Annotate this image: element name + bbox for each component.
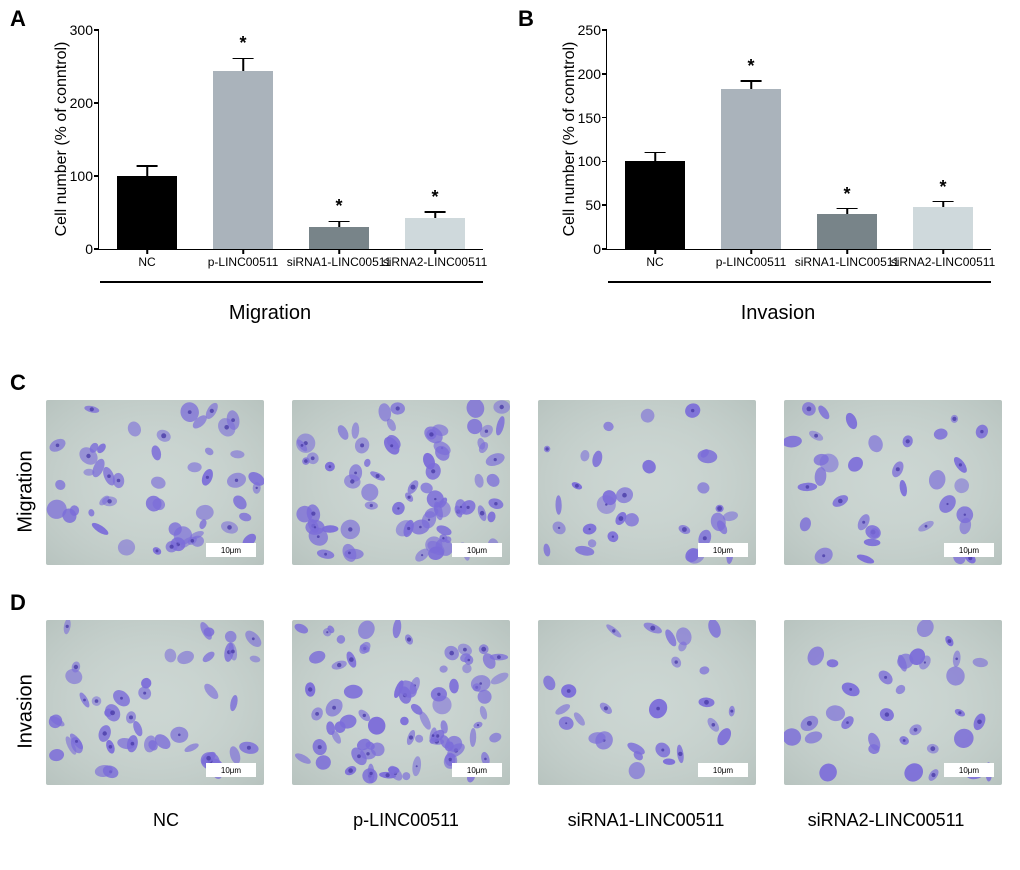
y-tick-label: 0 <box>85 242 99 256</box>
scale-bar: 10μm <box>452 543 502 557</box>
scale-bar: 10μm <box>206 763 256 777</box>
y-tick-label: 200 <box>70 96 99 110</box>
error-bar <box>146 166 148 176</box>
bar <box>405 218 465 249</box>
scale-bar: 10μm <box>698 543 748 557</box>
error-bar <box>654 153 656 162</box>
chart-migration: Cell number (% of conntrol) 0100200300NC… <box>40 20 500 340</box>
scale-bar: 10μm <box>944 543 994 557</box>
col-label: siRNA1-LINC00511 <box>526 810 766 831</box>
scale-bar: 10μm <box>698 763 748 777</box>
error-bar-cap <box>933 201 954 203</box>
y-tick-label: 0 <box>593 242 607 256</box>
significance-marker: * <box>939 177 946 198</box>
error-bar-cap <box>837 208 858 210</box>
panel-label-a: A <box>10 6 26 32</box>
y-tick-label: 300 <box>70 23 99 37</box>
microscopy-image: 10μm <box>46 620 264 785</box>
error-bar-cap <box>137 165 158 167</box>
x-category-label: p-LINC00511 <box>716 249 787 269</box>
error-bar-cap <box>329 221 350 223</box>
bar <box>913 207 973 249</box>
y-tick-label: 100 <box>70 169 99 183</box>
bar <box>309 227 369 249</box>
y-tick-label: 100 <box>578 154 607 168</box>
chart-a-underline <box>100 281 483 283</box>
y-tick-label: 200 <box>578 67 607 81</box>
bar <box>117 176 177 249</box>
chart-b-title: Invasion <box>548 302 1008 325</box>
x-category-label: siRNA2-LINC00511 <box>891 249 996 269</box>
error-bar-cap <box>645 152 666 154</box>
y-tick-label: 150 <box>578 111 607 125</box>
error-bar <box>750 81 752 89</box>
bar <box>625 161 685 249</box>
y-tick-label: 250 <box>578 23 607 37</box>
x-category-label: siRNA2-LINC00511 <box>383 249 488 269</box>
panel-label-b: B <box>518 6 534 32</box>
microscopy-row-migration: 10μm 10μm 10μm 10μm <box>46 400 1002 565</box>
significance-marker: * <box>431 187 438 208</box>
chart-b-plot: 050100150200250NC*p-LINC00511*siRNA1-LIN… <box>606 30 991 250</box>
microscopy-image: 10μm <box>784 400 1002 565</box>
scale-bar: 10μm <box>452 763 502 777</box>
panel-label-c: C <box>10 370 26 396</box>
error-bar <box>942 202 944 207</box>
error-bar <box>846 209 848 214</box>
col-label: p-LINC00511 <box>286 810 526 831</box>
microscopy-image: 10μm <box>784 620 1002 785</box>
chart-invasion: Cell number (% of conntrol) 050100150200… <box>548 20 1008 340</box>
error-bar-cap <box>741 80 762 82</box>
microscopy-image: 10μm <box>538 400 756 565</box>
col-label: NC <box>46 810 286 831</box>
error-bar-cap <box>233 58 254 60</box>
microscopy-image: 10μm <box>292 400 510 565</box>
x-category-label: siRNA1-LINC00511 <box>795 249 900 269</box>
microscopy-image: 10μm <box>538 620 756 785</box>
scale-bar: 10μm <box>944 763 994 777</box>
bar <box>817 214 877 249</box>
col-label: siRNA2-LINC00511 <box>766 810 1006 831</box>
chart-b-ylabel: Cell number (% of conntrol) <box>561 39 579 239</box>
chart-a-title: Migration <box>40 302 500 325</box>
chart-b-underline <box>608 281 991 283</box>
bar <box>721 89 781 249</box>
error-bar <box>434 212 436 218</box>
x-category-label: siRNA1-LINC00511 <box>287 249 392 269</box>
microscopy-image: 10μm <box>292 620 510 785</box>
column-labels-row: NC p-LINC00511 siRNA1-LINC00511 siRNA2-L… <box>46 810 1006 831</box>
figure-root: A B C D Cell number (% of conntrol) 0100… <box>0 0 1020 870</box>
significance-marker: * <box>239 33 246 54</box>
error-bar <box>338 221 340 227</box>
error-bar <box>242 58 244 70</box>
chart-a-ylabel: Cell number (% of conntrol) <box>53 39 71 239</box>
significance-marker: * <box>747 56 754 77</box>
microscopy-row-invasion: 10μm 10μm 10μm 10μm <box>46 620 1002 785</box>
bar <box>213 71 273 249</box>
chart-a-plot: 0100200300NC*p-LINC00511*siRNA1-LINC0051… <box>98 30 483 250</box>
y-tick-label: 50 <box>585 198 607 212</box>
x-category-label: NC <box>138 249 155 269</box>
row-label-invasion: Invasion <box>15 662 38 762</box>
x-category-label: p-LINC00511 <box>208 249 279 269</box>
scale-bar: 10μm <box>206 543 256 557</box>
panel-label-d: D <box>10 590 26 616</box>
row-label-migration: Migration <box>15 442 38 542</box>
microscopy-image: 10μm <box>46 400 264 565</box>
significance-marker: * <box>335 196 342 217</box>
significance-marker: * <box>843 184 850 205</box>
x-category-label: NC <box>646 249 663 269</box>
error-bar-cap <box>425 211 446 213</box>
